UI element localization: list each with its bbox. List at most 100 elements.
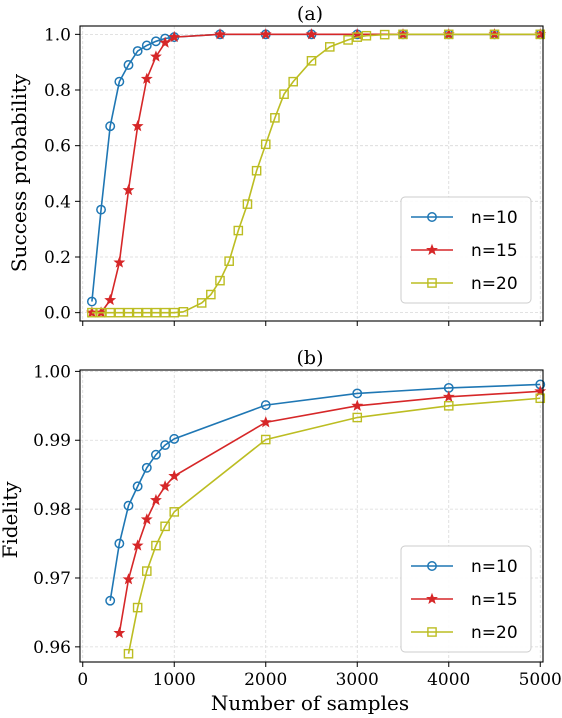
- panel-b-x-axis-label: Number of samples: [211, 691, 409, 715]
- data-point-n-15: [259, 28, 272, 40]
- data-point-n-15: [442, 390, 455, 402]
- data-point-n-10: [105, 121, 116, 132]
- y-tick-label: 1.00: [33, 362, 71, 382]
- data-point-n-10: [160, 440, 171, 451]
- data-point-n-20: [288, 76, 298, 87]
- y-tick-label: 0.99: [33, 431, 71, 451]
- data-point-n-15: [351, 399, 364, 411]
- panel-b-y-axis-label: Fidelity: [0, 481, 22, 559]
- y-tick-label: 0.97: [33, 569, 71, 589]
- data-point-n-20: [206, 289, 216, 300]
- legend-label-n-20: n=20: [471, 274, 518, 294]
- data-point-n-20: [132, 307, 143, 318]
- data-point-n-10: [123, 60, 134, 70]
- data-point-n-20: [160, 307, 170, 318]
- data-point-n-20: [87, 307, 97, 318]
- data-point-n-20: [123, 648, 134, 659]
- legend-label-n-15: n=15: [471, 241, 518, 261]
- data-point-n-15: [259, 416, 272, 428]
- data-point-n-20: [489, 29, 500, 40]
- data-point-n-20: [352, 32, 363, 42]
- data-point-n-20: [224, 256, 234, 266]
- data-point-n-20: [260, 139, 271, 150]
- y-tick-label: 0.96: [33, 638, 71, 658]
- panel-a-title: (a): [297, 3, 323, 25]
- data-point-n-10: [132, 481, 143, 492]
- data-point-n-20: [151, 307, 161, 318]
- data-point-n-15: [113, 256, 126, 268]
- data-point-n-10: [260, 400, 271, 411]
- data-point-n-15: [122, 183, 135, 196]
- legend-marker-n-20: [427, 627, 437, 637]
- data-point-n-15: [159, 36, 172, 48]
- series-n-20: [87, 29, 546, 318]
- data-point-n-15: [214, 28, 226, 40]
- y-tick-label: 0.2: [44, 248, 71, 268]
- legend-label-n-20: n=20: [471, 623, 518, 643]
- data-point-n-20: [443, 29, 454, 40]
- data-point-n-15: [113, 626, 126, 639]
- data-point-n-20: [132, 602, 143, 613]
- data-point-n-20: [325, 42, 335, 52]
- data-point-n-10: [114, 538, 125, 549]
- legend-marker-n-10: [427, 212, 437, 222]
- legend-marker-n-15: [426, 243, 438, 256]
- series-line-n-10: [109, 383, 541, 601]
- y-tick-label: 1.0: [44, 25, 71, 45]
- data-point-n-10: [150, 449, 161, 460]
- data-point-n-20: [279, 89, 289, 99]
- data-point-n-15: [168, 469, 181, 482]
- data-point-n-15: [140, 513, 153, 525]
- legend-label-n-10: n=10: [471, 557, 518, 577]
- y-tick-label: 0.8: [44, 81, 71, 101]
- y-tick-label: 0.0: [44, 304, 71, 324]
- data-point-n-10: [132, 46, 143, 56]
- data-point-n-15: [305, 28, 318, 40]
- data-point-n-20: [443, 401, 454, 411]
- x-tick-label: 1000: [153, 670, 196, 690]
- panel-b-title: (b): [297, 347, 324, 369]
- data-point-n-10: [96, 204, 106, 215]
- data-point-n-20: [96, 307, 106, 318]
- legend-label-n-10: n=10: [471, 208, 518, 228]
- data-point-n-15: [131, 119, 144, 132]
- data-point-n-20: [242, 199, 253, 209]
- legend-marker-n-15: [426, 592, 438, 605]
- x-tick-label: 3000: [336, 670, 379, 690]
- panel-a-y-axis-label: Success probability: [7, 73, 31, 272]
- series-n-20: [123, 393, 546, 659]
- data-point-n-20: [151, 540, 161, 551]
- data-point-n-20: [535, 393, 546, 404]
- data-point-n-15: [159, 480, 172, 492]
- data-point-n-20: [233, 225, 244, 236]
- y-tick-label: 0.98: [33, 500, 71, 520]
- series-line-n-20: [91, 33, 541, 314]
- data-point-n-20: [535, 29, 546, 40]
- legend-marker-n-10: [427, 561, 437, 571]
- data-point-n-10: [86, 296, 97, 307]
- data-point-n-20: [196, 298, 207, 308]
- legend-marker-n-20: [427, 278, 437, 288]
- data-point-n-20: [160, 521, 170, 532]
- data-point-n-20: [398, 29, 408, 40]
- data-point-n-20: [379, 29, 390, 40]
- data-point-n-20: [352, 412, 363, 423]
- data-point-n-20: [105, 307, 115, 318]
- x-tick-label: 0: [77, 670, 88, 690]
- y-tick-label: 0.4: [44, 192, 71, 212]
- x-tick-label: 4000: [427, 670, 470, 690]
- panel-a: (a) Success probability 0.0 0.2 0.4 0.6 0.8 1…: [7, 3, 547, 326]
- data-point-n-20: [123, 307, 134, 318]
- data-point-n-20: [343, 35, 353, 45]
- data-point-n-10: [352, 388, 363, 399]
- series-n-10: [105, 379, 546, 606]
- data-point-n-20: [260, 434, 271, 445]
- data-point-n-10: [123, 500, 134, 511]
- data-point-n-20: [169, 507, 180, 517]
- data-point-n-10: [141, 40, 152, 51]
- data-point-n-15: [131, 539, 144, 551]
- data-point-n-15: [150, 50, 162, 62]
- y-tick-label: 0.6: [44, 137, 71, 157]
- data-point-n-20: [141, 307, 152, 318]
